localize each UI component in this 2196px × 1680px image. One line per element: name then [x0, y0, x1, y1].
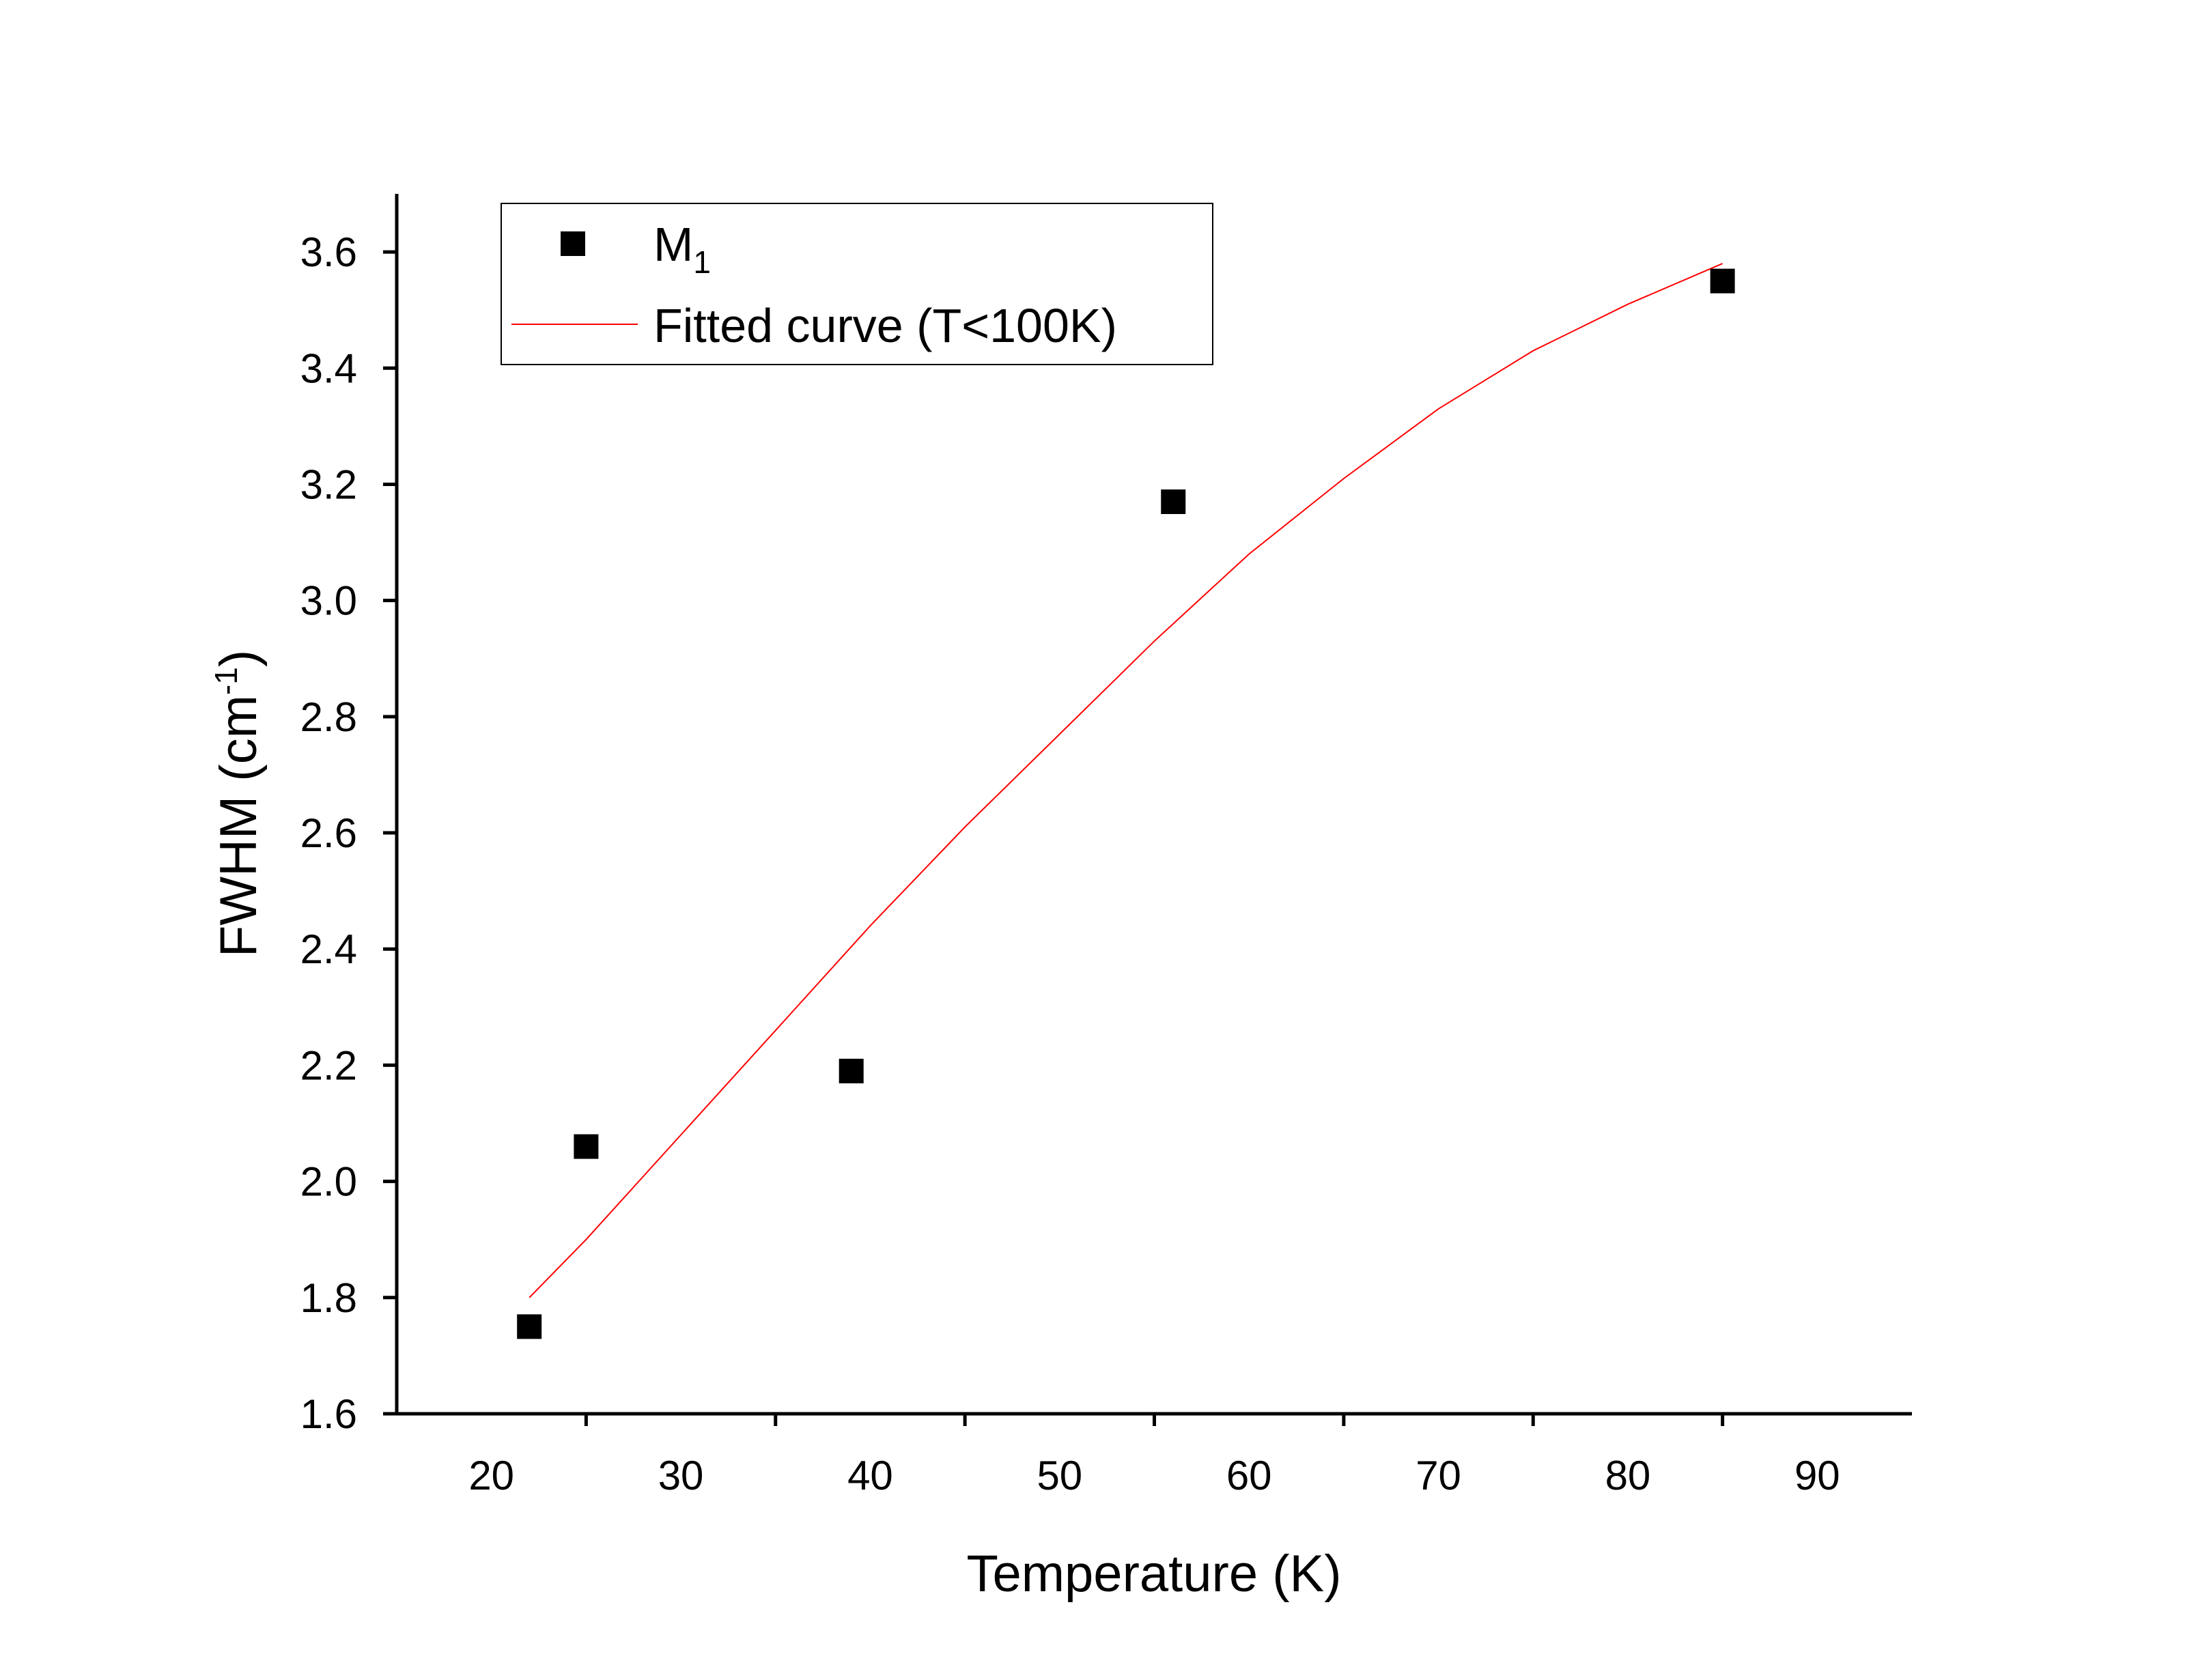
x-tick-label: 20: [468, 1453, 514, 1498]
y-tick-label: 2.2: [300, 1042, 357, 1088]
legend-box: [501, 203, 1213, 365]
data-point-m1: [517, 1314, 542, 1339]
x-axis-title: Temperature (K): [966, 1545, 1341, 1603]
m1-series: [517, 268, 1735, 1339]
x-tick-label: 30: [658, 1453, 704, 1498]
x-tick-label: 80: [1605, 1453, 1651, 1498]
y-tick-label: 1.6: [300, 1391, 357, 1437]
axes: [395, 194, 1912, 1416]
x-tick-label: 50: [1037, 1453, 1082, 1498]
y-axis-title-close: ): [210, 650, 268, 667]
x-tick-label: 40: [847, 1453, 893, 1498]
data-point-m1: [1710, 268, 1735, 294]
legend-marker-m1: [561, 231, 585, 256]
y-axis-title-sup: -1: [208, 667, 244, 695]
legend-label-m1-sub: 1: [693, 244, 711, 280]
data-point-m1: [574, 1134, 599, 1159]
y-tick-label: 3.4: [300, 345, 357, 391]
legend-label-fitted: Fitted curve (T<100K): [653, 299, 1117, 352]
y-tick-label: 2.0: [300, 1159, 357, 1205]
y-tick-label: 2.6: [300, 810, 357, 856]
y-tick-label: 3.0: [300, 578, 357, 624]
x-tick-label: 70: [1416, 1453, 1461, 1498]
y-axis-title: FWHM (cm-1): [208, 650, 268, 957]
y-tick-label: 2.4: [300, 926, 357, 972]
y-axis-title-main: FWHM (cm: [210, 695, 268, 957]
y-tick-label: 3.2: [300, 461, 357, 507]
legend-label-m1: M: [653, 218, 693, 271]
x-tick-label: 90: [1794, 1453, 1840, 1498]
data-point-m1: [1161, 489, 1186, 515]
y-tick-label: 1.8: [300, 1275, 357, 1321]
y-tick-label: 2.8: [300, 694, 357, 740]
fitted-curve-series: [529, 263, 1723, 1298]
legend: M1 Fitted curve (T<100K): [501, 203, 1213, 365]
x-tick-label: 60: [1226, 1453, 1272, 1498]
x-ticks: 20 30 40 50 60 70 80 90: [468, 1414, 1840, 1498]
y-ticks: 1.6 1.8 2.0 2.2 2.4 2.6 2.8 3.0 3.2 3.4 3.6: [300, 229, 397, 1437]
svg-text:M1: M1: [653, 218, 711, 280]
svg-text:FWHM (cm-1): FWHM (cm-1): [208, 650, 268, 957]
fitted-curve-line: [529, 263, 1723, 1298]
data-point-m1: [839, 1058, 864, 1083]
y-tick-label: 3.6: [300, 229, 357, 275]
